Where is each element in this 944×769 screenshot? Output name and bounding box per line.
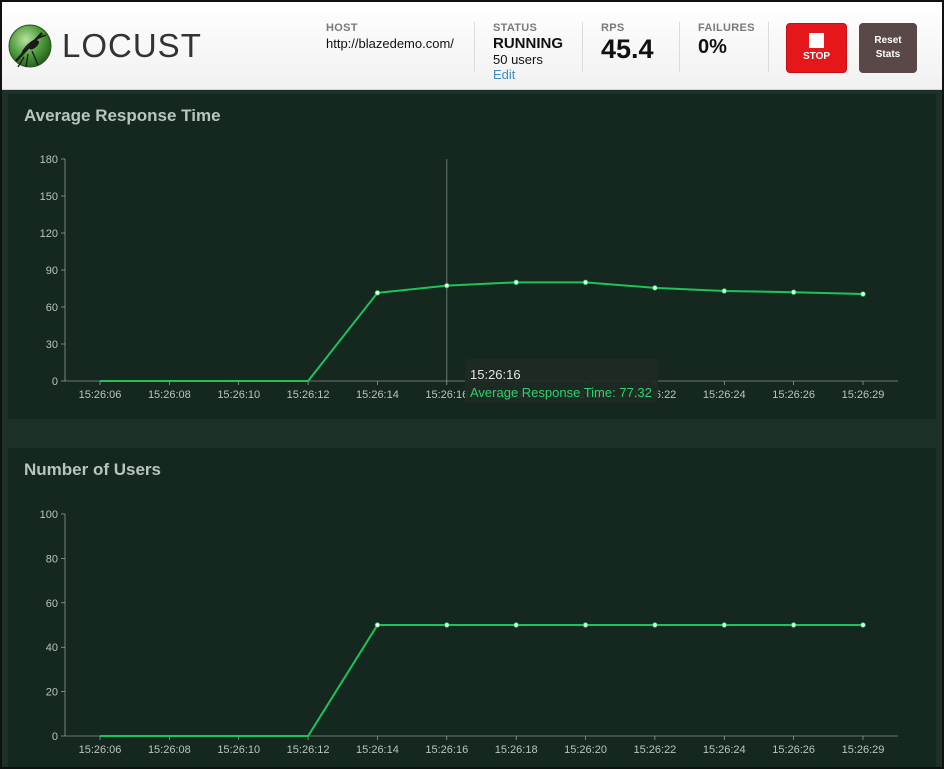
response-time-panel: Average Response Time 0 30 60 90 120 150 180 15… xyxy=(8,94,936,419)
locust-logo-icon xyxy=(8,24,52,68)
x-tick-label: 15:26:26 xyxy=(772,744,815,756)
y-tick-label: 0 xyxy=(52,731,58,743)
x-tick-label: 15:26:16 xyxy=(425,389,468,401)
reset-label-line2: Stats xyxy=(875,49,901,60)
data-point xyxy=(860,291,866,297)
y-tick-label: 120 xyxy=(40,228,58,240)
x-tick-label: 15:26:08 xyxy=(148,744,191,756)
stop-label: STOP xyxy=(802,51,831,62)
data-point xyxy=(790,622,797,628)
y-tick-label: 60 xyxy=(46,302,58,314)
rps-stat: RPS 45.4 xyxy=(601,22,654,65)
x-tick-label: 15:26:29 xyxy=(842,744,885,756)
y-tick-label: 180 xyxy=(40,154,58,166)
x-tick-label: 15:26:16 xyxy=(425,744,468,756)
x-tick-label: 15:26:14 xyxy=(356,389,399,401)
tooltip-value: Average Response Time: 77.32 xyxy=(470,385,652,400)
x-tick-label: 15:26:14 xyxy=(356,744,399,756)
x-tick-label: 15:26:10 xyxy=(217,389,260,401)
header-bar: LOCUST HOST http://blazedemo.com/ STATUS… xyxy=(2,2,942,90)
data-point xyxy=(513,279,519,286)
divider xyxy=(679,22,680,72)
data-point xyxy=(860,622,866,628)
host-label: HOST xyxy=(326,22,358,34)
y-tick-label: 150 xyxy=(40,191,58,203)
stop-icon xyxy=(809,33,824,48)
divider xyxy=(582,22,583,72)
data-point xyxy=(790,289,797,295)
y-tick-label: 40 xyxy=(46,642,58,654)
data-point xyxy=(721,622,727,628)
x-tick-label: 15:26:24 xyxy=(703,744,746,756)
x-tick-label: 15:26:29 xyxy=(842,389,885,401)
divider xyxy=(474,22,475,72)
stop-button[interactable]: STOP xyxy=(786,23,847,73)
x-tick-label: 15:26:08 xyxy=(148,389,191,401)
y-tick-label: 60 xyxy=(46,598,58,610)
data-point xyxy=(513,622,519,628)
status-label: STATUS xyxy=(493,22,538,34)
y-tick-label: 20 xyxy=(46,687,58,699)
data-point xyxy=(652,622,658,628)
logo-text: LOCUST xyxy=(62,27,202,64)
failures-stat: FAILURES 0% xyxy=(698,22,755,59)
status-stat: STATUS RUNNING 50 users Edit xyxy=(493,22,563,82)
locust-logo[interactable]: LOCUST xyxy=(8,22,202,70)
reset-label-line1: Reset xyxy=(874,35,902,46)
host-value: http://blazedemo.com/ xyxy=(326,36,454,51)
status-value: RUNNING xyxy=(493,35,563,52)
series-line xyxy=(100,281,864,382)
x-tick-label: 15:26:06 xyxy=(79,389,122,401)
reset-stats-button[interactable]: Reset Stats xyxy=(859,23,917,73)
x-tick-label: 15:26:24 xyxy=(703,389,746,401)
data-point xyxy=(652,285,658,291)
rps-value: 45.4 xyxy=(601,34,654,64)
y-tick-label: 100 xyxy=(40,509,58,521)
y-tick-label: 90 xyxy=(46,265,58,277)
x-tick-label: 15:26:20 xyxy=(564,744,607,756)
data-point xyxy=(374,290,381,296)
data-point xyxy=(582,279,589,286)
data-point xyxy=(444,622,450,628)
data-point xyxy=(721,288,727,294)
rps-label: RPS xyxy=(601,22,625,34)
x-tick-label: 15:26:06 xyxy=(79,744,122,756)
x-tick-label: 15:26:18 xyxy=(495,744,538,756)
chart-tooltip: 15:26:16 Average Response Time: 77.32 xyxy=(465,359,658,403)
x-tick-label: 15:26:26 xyxy=(772,389,815,401)
x-tick-label: 15:26:12 xyxy=(287,744,330,756)
x-tick-label: 15:26:10 xyxy=(217,744,260,756)
data-point xyxy=(374,622,381,628)
y-tick-label: 30 xyxy=(46,339,58,351)
users-chart[interactable]: 0 20 40 60 80 100 15:26:06 15:26:08 15:26:10 15:2… xyxy=(8,448,936,767)
data-point xyxy=(444,282,450,289)
user-count: 50 users xyxy=(493,52,543,67)
x-tick-label: 15:26:22 xyxy=(633,744,676,756)
users-panel: Number of Users 0 20 40 60 80 100 15:26:06 15:2… xyxy=(8,448,936,767)
data-point xyxy=(582,622,589,628)
failures-value: 0% xyxy=(698,36,727,58)
failures-label: FAILURES xyxy=(698,22,755,34)
x-tick-label: 15:26:12 xyxy=(287,389,330,401)
tooltip-time: 15:26:16 xyxy=(470,367,521,382)
divider xyxy=(768,22,769,72)
chart-title: Average Response Time xyxy=(24,106,221,125)
edit-link[interactable]: Edit xyxy=(493,67,516,82)
y-tick-label: 0 xyxy=(52,376,58,388)
series-line xyxy=(100,624,863,737)
y-tick-label: 80 xyxy=(46,553,58,565)
chart-title: Number of Users xyxy=(24,460,161,479)
host-stat: HOST http://blazedemo.com/ xyxy=(326,22,454,51)
